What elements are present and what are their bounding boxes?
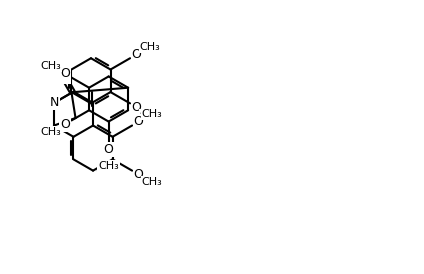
Text: O: O [134,168,143,181]
Text: CH₃: CH₃ [142,177,162,187]
Text: O: O [131,101,141,113]
Text: CH₃: CH₃ [41,61,61,71]
Text: O: O [131,48,141,61]
Text: O: O [60,67,70,80]
Text: CH₃: CH₃ [41,127,61,137]
Text: O: O [104,143,114,156]
Text: CH₃: CH₃ [142,109,162,119]
Text: O: O [60,70,70,83]
Text: CH₃: CH₃ [139,42,160,52]
Text: O: O [134,115,143,128]
Text: N: N [49,96,59,109]
Text: CH₃: CH₃ [139,110,160,120]
Text: O: O [60,118,70,131]
Text: CH₃: CH₃ [98,161,119,171]
